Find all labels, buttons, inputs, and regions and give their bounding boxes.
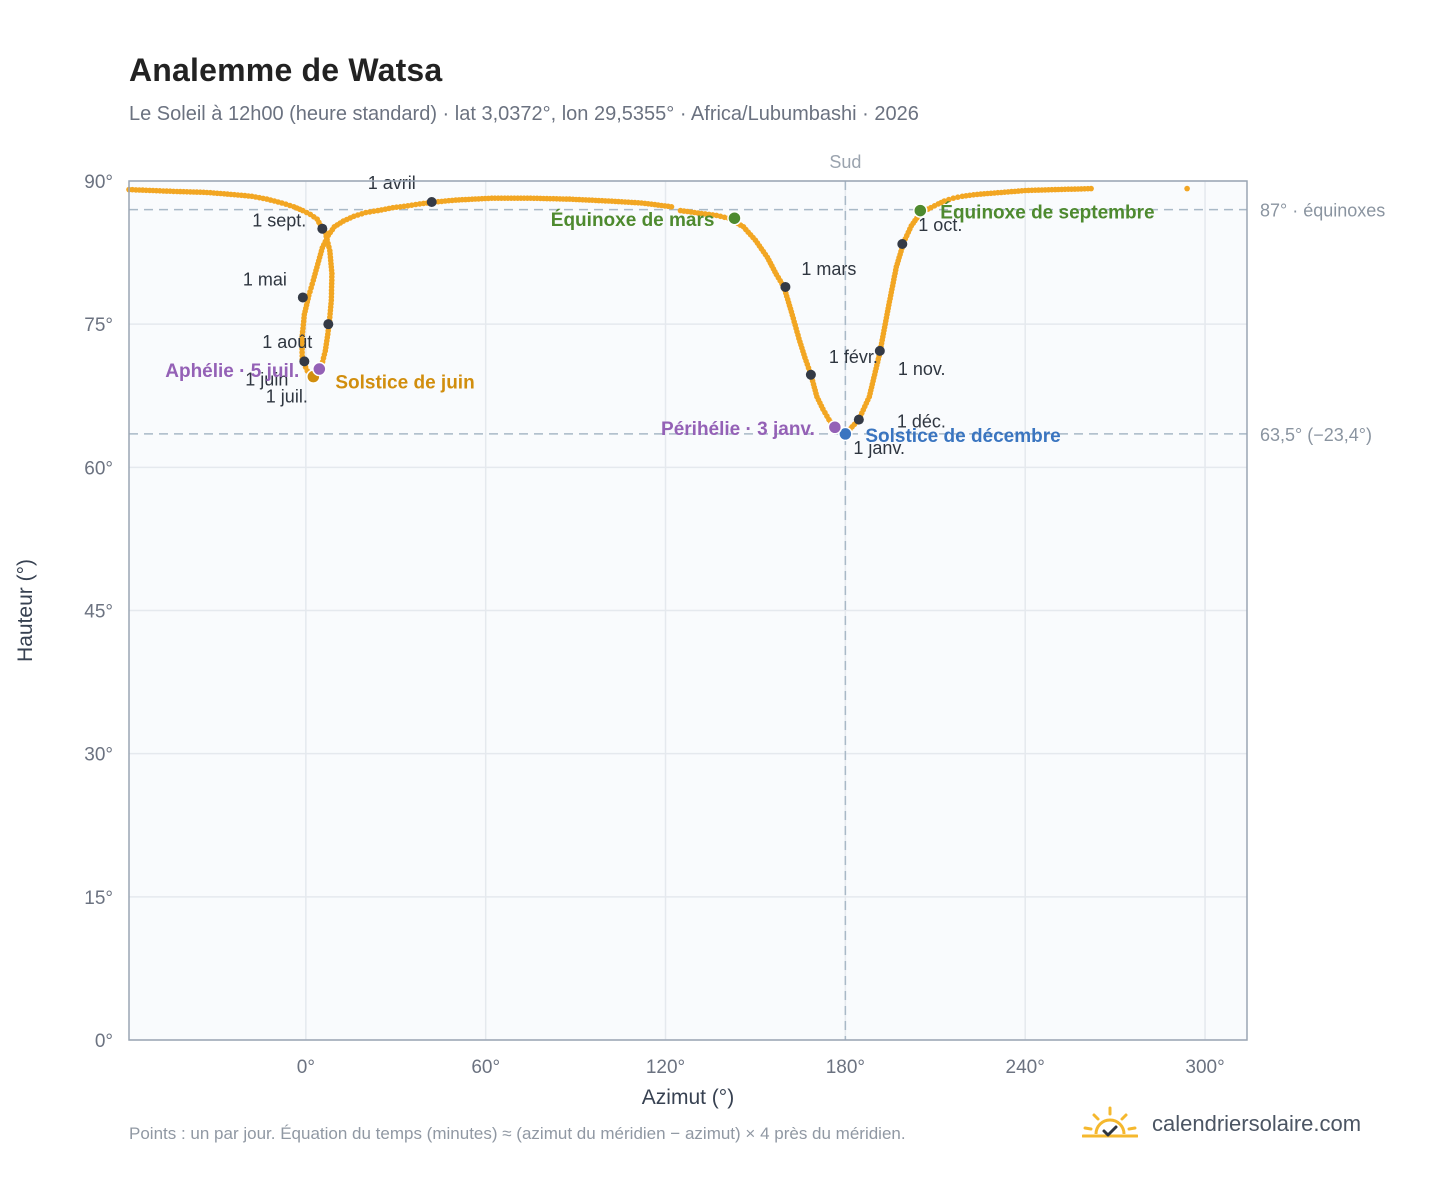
y-tick-label: 45° xyxy=(84,602,113,623)
event-label: Solstice de décembre xyxy=(865,426,1060,447)
daily-sun-point xyxy=(1088,185,1094,192)
daily-sun-point xyxy=(955,194,961,200)
brand-name[interactable]: calendriersolaire.com xyxy=(1152,1111,1362,1136)
month-marker xyxy=(299,356,310,367)
month-marker xyxy=(780,281,791,292)
south-label: Sud xyxy=(829,152,861,172)
event-marker xyxy=(312,361,327,377)
month-label: 1 août xyxy=(262,332,312,352)
x-tick-label: 300° xyxy=(1185,1057,1224,1078)
x-tick-label: 120° xyxy=(646,1057,685,1078)
y-tick-label: 75° xyxy=(84,315,113,336)
x-tick-label: 60° xyxy=(471,1057,500,1078)
y-axis-label: Hauteur (°) xyxy=(14,559,37,662)
month-marker xyxy=(897,238,908,249)
y-tick-label: 60° xyxy=(84,458,113,479)
month-label: 1 nov. xyxy=(898,359,946,379)
event-markers: Équinoxe de mars Équinoxe de septembre Sol… xyxy=(165,202,1154,447)
event-label: Périhélie · 3 janv. xyxy=(661,419,815,440)
x-axis-label: Azimut (°) xyxy=(642,1086,734,1109)
event-marker xyxy=(727,210,742,226)
month-marker xyxy=(317,223,328,234)
month-label: 1 avril xyxy=(368,173,416,193)
month-label: 1 mai xyxy=(243,269,287,289)
axis-ticks: 0° 15° 30° 45° 60° 75° 90° 0° 60° 120° 180° 240° 300… xyxy=(84,172,1224,1078)
month-marker xyxy=(323,319,334,330)
chart-subtitle: Le Soleil à 12h00 (heure standard) · lat… xyxy=(129,103,919,125)
y-tick-label: 0° xyxy=(95,1031,113,1052)
x-tick-label: 0° xyxy=(297,1057,315,1078)
brand[interactable]: calendriersolaire.com xyxy=(1082,1100,1361,1148)
month-label: 1 juil. xyxy=(266,387,308,407)
event-marker xyxy=(827,419,843,435)
daily-sun-point xyxy=(946,196,952,203)
altitude-reference-label: 87° · équinoxes xyxy=(1260,201,1385,221)
plot-frame xyxy=(128,180,1248,1041)
event-marker xyxy=(838,426,853,442)
month-marker xyxy=(805,369,816,380)
altitude-reference-label: 63,5° (−23,4°) xyxy=(1260,425,1372,445)
month-label: 1 mars xyxy=(801,259,856,279)
footnote: Points : un par jour. Équation du temps … xyxy=(129,1124,906,1143)
month-marker xyxy=(297,292,308,303)
month-label: 1 févr. xyxy=(829,347,878,367)
event-marker xyxy=(913,203,928,218)
month-label: 1 oct. xyxy=(918,215,962,235)
event-label: Équinoxe de mars xyxy=(551,209,715,231)
sun-icon xyxy=(1082,1106,1138,1138)
x-tick-label: 180° xyxy=(826,1057,865,1078)
daily-sun-point xyxy=(941,198,948,204)
event-label: Solstice de juin xyxy=(335,373,474,394)
month-label: 1 sept. xyxy=(252,211,306,231)
y-tick-label: 30° xyxy=(84,745,113,766)
y-tick-label: 15° xyxy=(84,888,113,909)
event-label: Équinoxe de septembre xyxy=(940,202,1154,224)
month-marker xyxy=(874,345,885,356)
month-marker xyxy=(426,196,437,207)
event-label: Aphélie · 5 juil. xyxy=(165,361,299,382)
daily-sun-point xyxy=(950,195,957,201)
daily-sun-point xyxy=(1184,185,1190,192)
month-label: 1 déc. xyxy=(897,412,946,432)
x-tick-label: 240° xyxy=(1006,1057,1045,1078)
month-marker xyxy=(853,414,864,425)
month-label: 1 janv. xyxy=(853,438,905,458)
y-tick-label: 90° xyxy=(84,172,113,193)
month-label: 1 juin xyxy=(245,369,288,389)
chart-title: Analemme de Watsa xyxy=(129,52,443,88)
